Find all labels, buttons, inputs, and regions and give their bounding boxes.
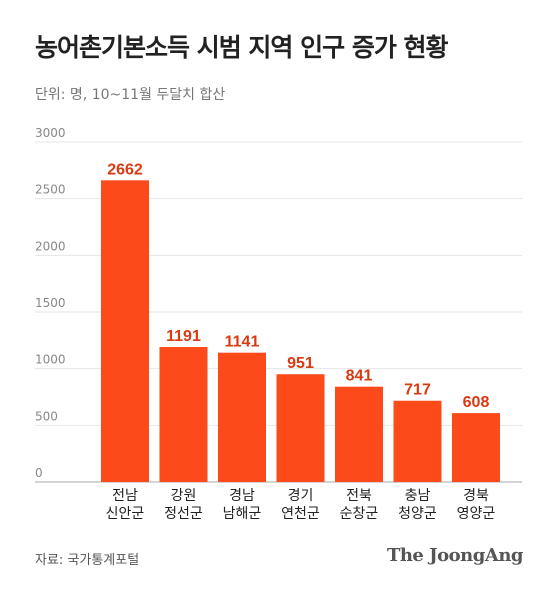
x-tick-label: 충남 <box>405 488 431 504</box>
x-tick-label: 연천군 <box>281 506 320 522</box>
x-tick-label: 영양군 <box>457 506 496 522</box>
data-label: 841 <box>346 368 373 385</box>
bar <box>101 180 149 482</box>
x-tick-label: 정선군 <box>164 506 203 522</box>
y-tick-label: 0 <box>35 466 43 480</box>
y-tick-label: 2000 <box>35 239 66 253</box>
x-tick-label: 순창군 <box>340 506 379 522</box>
data-label: 1141 <box>225 334 260 351</box>
bar <box>159 347 208 482</box>
y-tick-label: 1000 <box>35 353 66 367</box>
data-label: 2662 <box>107 161 143 178</box>
bar <box>218 352 266 482</box>
x-tick-label: 청양군 <box>398 506 437 522</box>
data-label: 608 <box>463 394 490 411</box>
chart-title: 농어촌기본소득 시범 지역 인구 증가 현황 <box>35 33 449 62</box>
x-tick-label: 경남 <box>229 488 255 504</box>
y-tick-label: 2500 <box>35 183 66 197</box>
x-tick-label: 전남 <box>112 488 138 504</box>
data-label: 951 <box>287 355 314 372</box>
source-note: 자료: 국가통계포털 <box>35 553 140 568</box>
bar <box>393 400 442 482</box>
y-tick-label: 3000 <box>35 126 66 140</box>
data-label: 1191 <box>166 328 201 345</box>
chart-subtitle: 단위: 명, 10~11월 두달치 합산 <box>35 87 226 103</box>
x-tick-label: 전북 <box>346 488 372 504</box>
y-tick-label: 500 <box>35 409 58 423</box>
bar <box>335 386 383 482</box>
brand-logo: The JoongAng <box>386 545 524 566</box>
x-tick-label: 강원 <box>171 488 197 504</box>
x-tick-label: 신안군 <box>106 506 145 522</box>
x-tick-label: 남해군 <box>223 506 262 522</box>
data-label: 717 <box>404 382 431 399</box>
x-tick-label: 경북 <box>463 488 489 504</box>
bar <box>276 374 325 482</box>
y-tick-label: 1500 <box>35 296 66 310</box>
bar <box>452 413 500 482</box>
x-tick-label: 경기 <box>288 488 314 504</box>
